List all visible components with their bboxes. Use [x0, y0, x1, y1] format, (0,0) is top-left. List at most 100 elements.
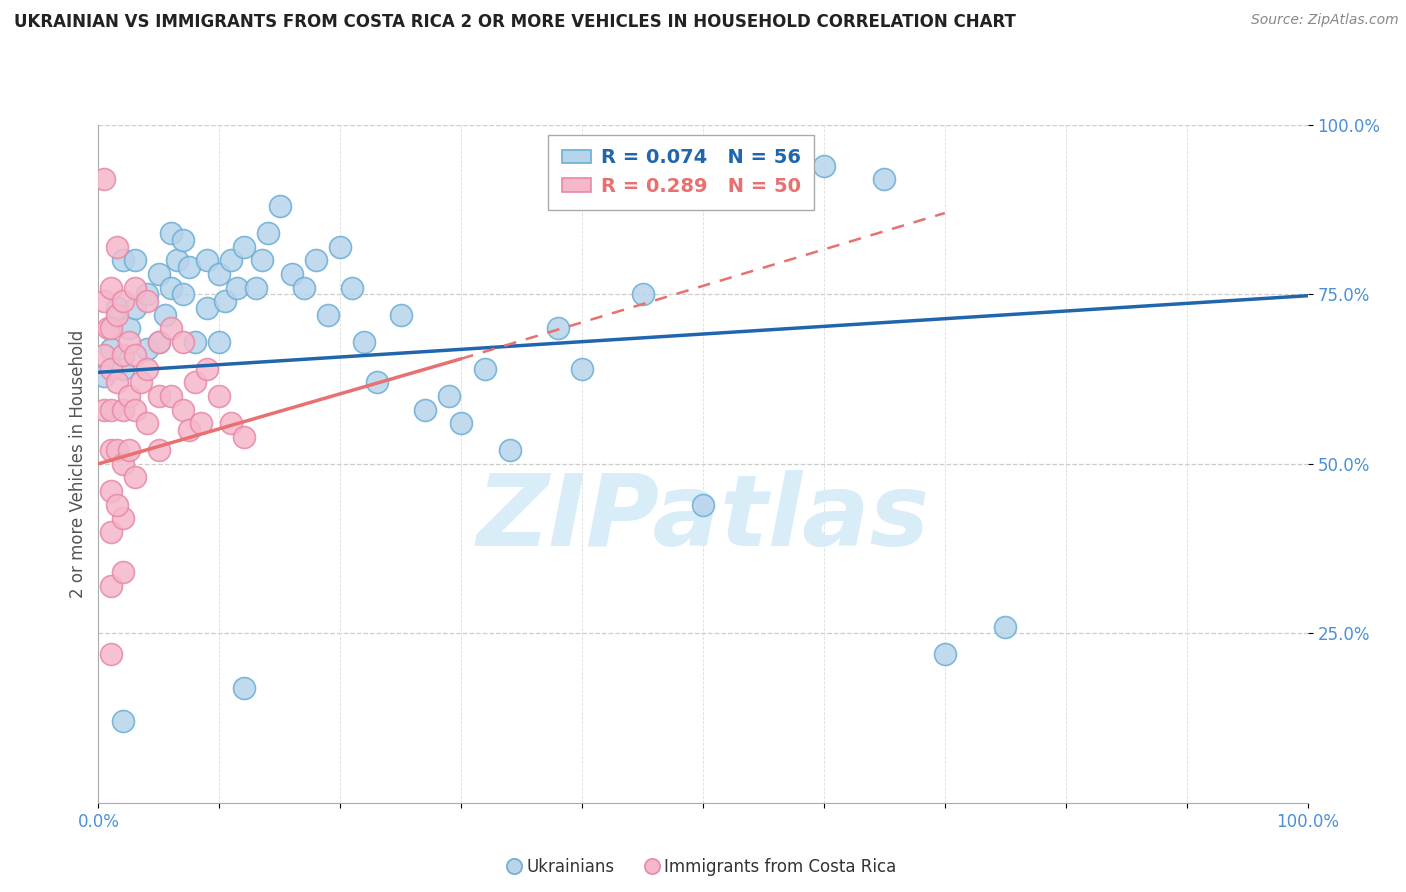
Point: [93, 348, 115, 362]
Point: [105, 240, 128, 254]
Point: [105, 301, 128, 315]
Point: [111, 294, 134, 309]
Point: [437, 389, 460, 403]
Point: [100, 280, 122, 294]
Point: [135, 416, 157, 430]
Point: [93, 294, 115, 309]
Point: [631, 287, 654, 301]
Point: [208, 267, 231, 281]
Point: [214, 294, 236, 309]
Point: [100, 321, 122, 335]
Point: [148, 334, 170, 349]
Point: [100, 524, 122, 539]
Point: [135, 342, 157, 356]
Point: [450, 416, 472, 430]
Text: UKRAINIAN VS IMMIGRANTS FROM COSTA RICA 2 OR MORE VEHICLES IN HOUSEHOLD CORRELAT: UKRAINIAN VS IMMIGRANTS FROM COSTA RICA …: [14, 13, 1017, 31]
Point: [329, 240, 352, 254]
Point: [111, 511, 134, 525]
Point: [111, 566, 134, 580]
Point: [305, 253, 328, 268]
Point: [498, 443, 520, 458]
Point: [93, 172, 115, 186]
Point: [124, 470, 146, 484]
Point: [100, 342, 122, 356]
Point: [208, 389, 231, 403]
Point: [190, 416, 212, 430]
Point: [873, 172, 896, 186]
Point: [111, 253, 134, 268]
Point: [93, 368, 115, 383]
Point: [124, 402, 146, 417]
Point: [105, 443, 128, 458]
Point: [221, 253, 243, 268]
Point: [316, 308, 339, 322]
Text: Source: ZipAtlas.com: Source: ZipAtlas.com: [1251, 13, 1399, 28]
Point: [177, 423, 201, 437]
Point: [105, 376, 128, 390]
Point: [124, 253, 146, 268]
Point: [195, 362, 218, 376]
Point: [100, 579, 122, 593]
Point: [413, 402, 436, 417]
Point: [692, 498, 714, 512]
Point: [135, 294, 157, 309]
Point: [172, 287, 194, 301]
Point: [160, 321, 183, 335]
Point: [172, 233, 194, 247]
Point: [994, 619, 1017, 633]
Point: [124, 301, 146, 315]
Point: [571, 362, 593, 376]
Point: [269, 199, 291, 213]
Point: [118, 443, 141, 458]
Point: [111, 402, 134, 417]
Point: [105, 498, 128, 512]
Point: [118, 334, 141, 349]
Point: [934, 647, 956, 661]
Point: [160, 227, 183, 241]
Point: [232, 430, 254, 444]
Point: [100, 483, 122, 498]
Point: [135, 362, 157, 376]
Point: [177, 260, 201, 275]
Point: [226, 280, 249, 294]
Point: [208, 334, 231, 349]
Point: [111, 714, 134, 729]
Point: [160, 280, 183, 294]
Point: [245, 280, 267, 294]
Point: [184, 376, 207, 390]
Point: [148, 267, 170, 281]
Text: ZIPatlas: ZIPatlas: [477, 469, 929, 566]
Point: [118, 389, 141, 403]
Point: [153, 308, 176, 322]
Point: [105, 308, 128, 322]
Point: [389, 308, 412, 322]
Point: [160, 389, 183, 403]
Y-axis label: 2 or more Vehicles in Household: 2 or more Vehicles in Household: [69, 330, 87, 598]
Point: [342, 280, 364, 294]
Point: [100, 443, 122, 458]
Point: [100, 402, 122, 417]
Point: [97, 321, 120, 335]
Point: [135, 287, 157, 301]
Point: [111, 362, 134, 376]
Point: [195, 253, 218, 268]
Point: [100, 362, 122, 376]
Point: [124, 280, 146, 294]
Point: [474, 362, 496, 376]
Point: [547, 321, 569, 335]
Point: [129, 376, 152, 390]
Point: [292, 280, 315, 294]
Point: [111, 348, 134, 362]
Point: [256, 227, 278, 241]
Point: [281, 267, 304, 281]
Legend: Ukrainians, Immigrants from Costa Rica: Ukrainians, Immigrants from Costa Rica: [503, 851, 903, 882]
Point: [250, 253, 273, 268]
Point: [172, 334, 194, 349]
Point: [124, 348, 146, 362]
Point: [166, 253, 188, 268]
Point: [184, 334, 207, 349]
Point: [232, 240, 254, 254]
Point: [813, 159, 835, 173]
Point: [353, 334, 375, 349]
Point: [118, 321, 141, 335]
